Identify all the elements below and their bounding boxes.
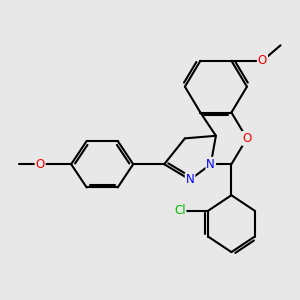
Text: O: O [35,158,45,171]
Text: N: N [206,158,215,171]
Text: N: N [186,173,194,186]
Text: O: O [242,132,251,145]
Text: O: O [258,54,267,67]
Text: Cl: Cl [174,204,185,217]
